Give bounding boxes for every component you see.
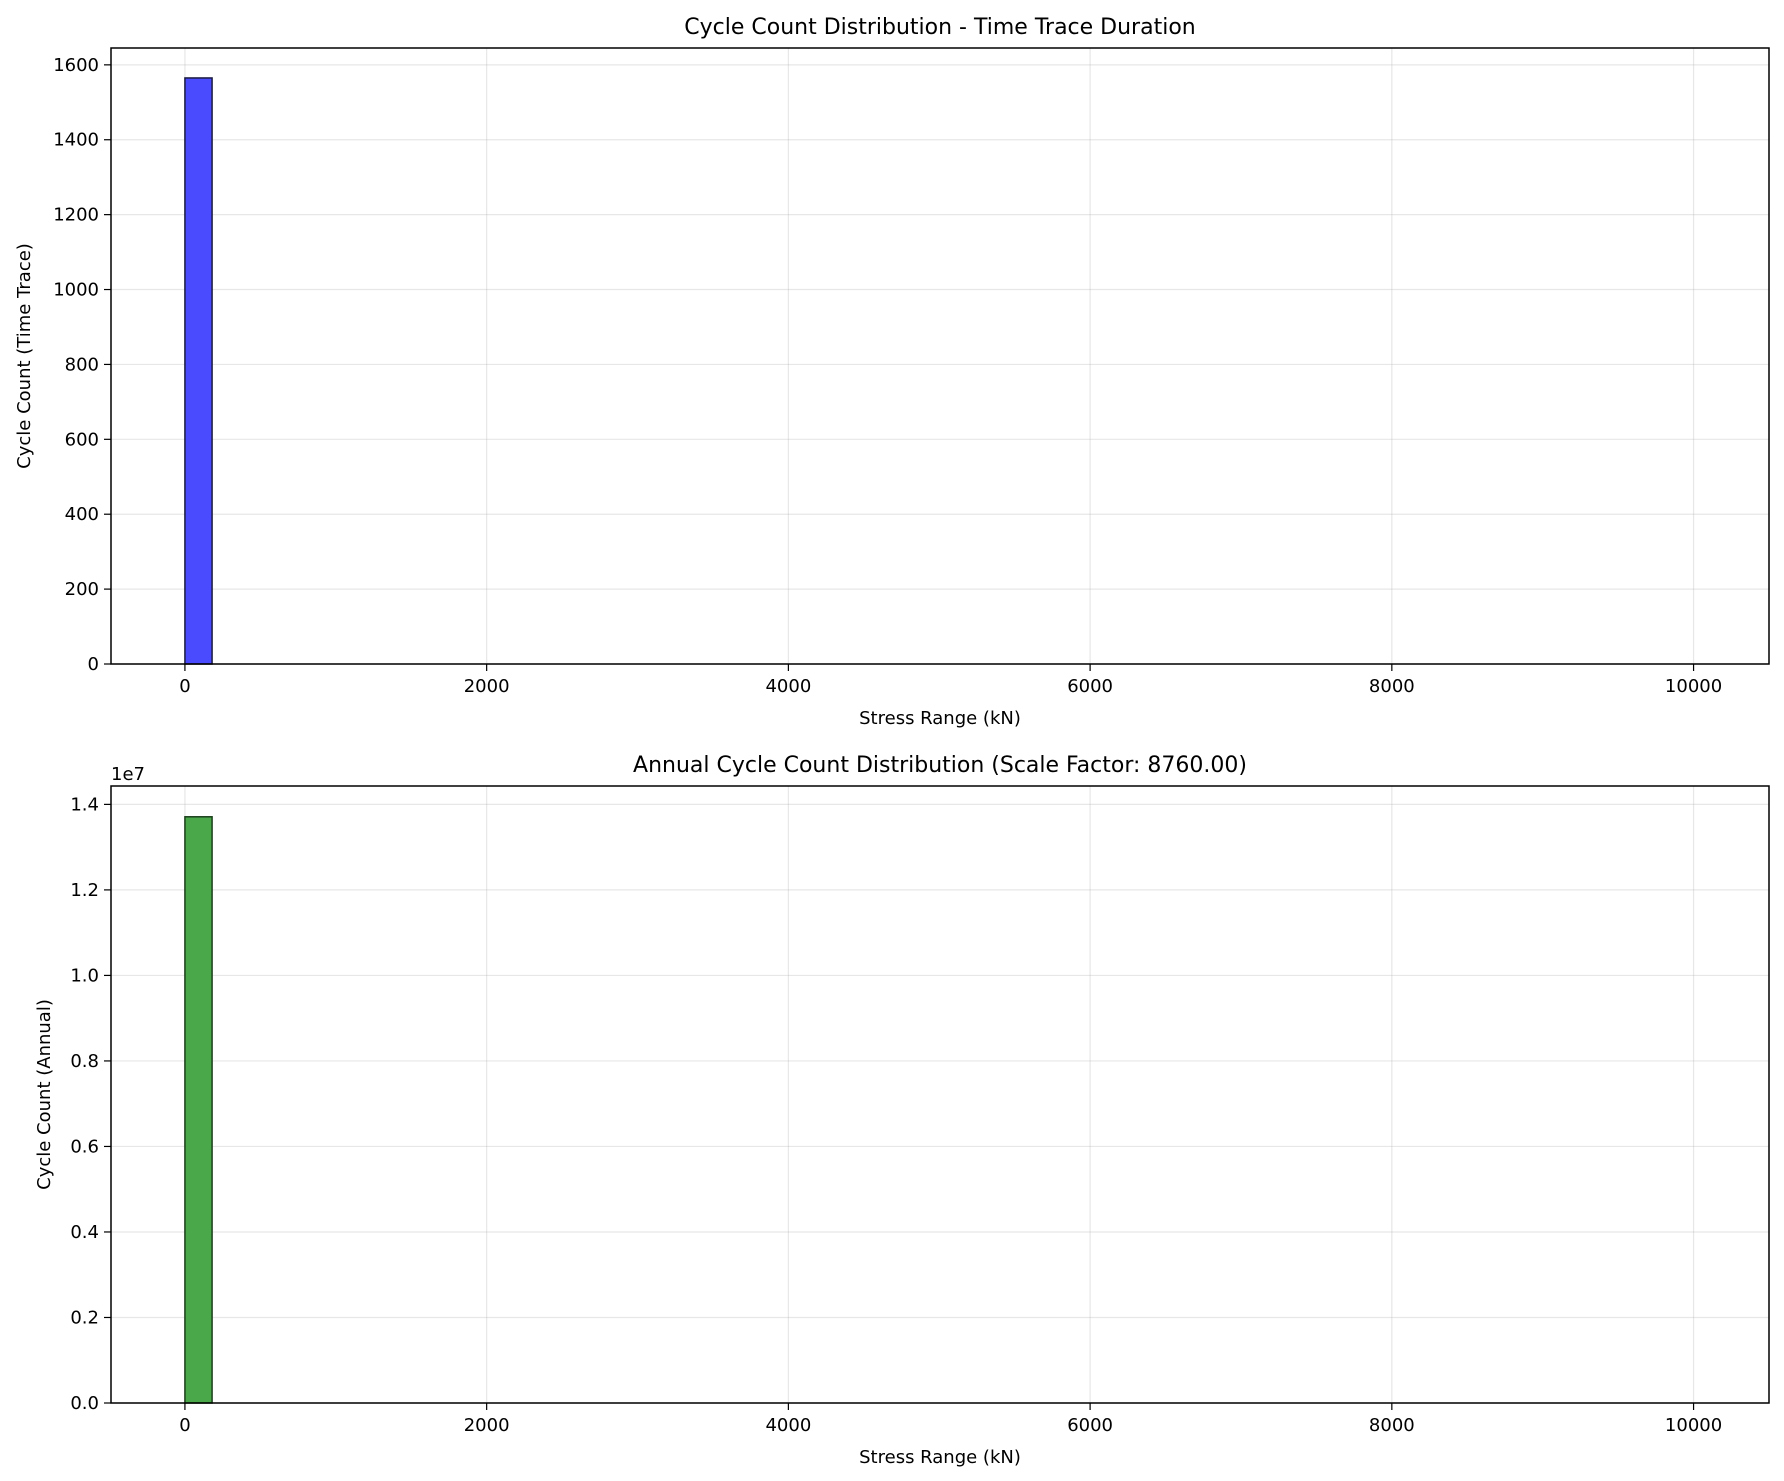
y-tick-label: 1600	[53, 55, 99, 76]
y-tick-label: 0	[88, 654, 99, 675]
x-tick-label: 6000	[1067, 676, 1113, 697]
y-tick-label: 0.2	[70, 1307, 99, 1328]
y-tick-label: 1.2	[70, 880, 99, 901]
y-tick-label: 1.0	[70, 965, 99, 986]
histogram-bar	[184, 816, 213, 1404]
y-tick-label: 1200	[53, 205, 99, 226]
y-tick-label: 1.4	[70, 794, 99, 815]
x-axis-label: Stress Range (kN)	[859, 708, 1021, 729]
x-tick-label: 8000	[1369, 1415, 1415, 1436]
x-ticks: 0 2000 4000 6000 8000 10000	[179, 664, 1722, 697]
x-tick-label: 10000	[1665, 1415, 1722, 1436]
y-axis-label: Cycle Count (Annual)	[34, 999, 55, 1190]
y-ticks: 0 200 400 600 800 1000 1200 1400 1600	[53, 55, 111, 675]
y-tick-label: 1000	[53, 280, 99, 301]
chart-annual: Annual Cycle Count Distribution (Scale F…	[34, 753, 1770, 1468]
bars	[184, 816, 213, 1404]
y-ticks: 0.0 0.2 0.4 0.6 0.8 1.0 1.2 1.4	[70, 794, 111, 1414]
x-tick-label: 2000	[464, 676, 510, 697]
y-tick-label: 200	[65, 579, 99, 600]
y-tick-label: 0.6	[70, 1136, 99, 1157]
bars	[184, 77, 213, 665]
x-tick-label: 2000	[464, 1415, 510, 1436]
grid	[111, 48, 1769, 665]
histogram-bar	[184, 77, 213, 665]
chart-title: Annual Cycle Count Distribution (Scale F…	[633, 753, 1247, 778]
x-axis-label: Stress Range (kN)	[859, 1447, 1021, 1468]
plot-frame	[110, 47, 1770, 665]
x-tick-label: 10000	[1665, 676, 1722, 697]
y-tick-label: 0.4	[70, 1222, 99, 1243]
plot-frame	[110, 785, 1770, 1404]
x-tick-label: 0	[179, 676, 190, 697]
x-tick-label: 8000	[1369, 676, 1415, 697]
chart-title: Cycle Count Distribution - Time Trace Du…	[684, 15, 1195, 40]
x-tick-label: 4000	[765, 676, 811, 697]
grid	[111, 786, 1769, 1404]
x-tick-label: 4000	[765, 1415, 811, 1436]
y-tick-label: 600	[65, 429, 99, 450]
x-tick-label: 6000	[1067, 1415, 1113, 1436]
chart-time-trace: Cycle Count Distribution - Time Trace Du…	[14, 15, 1770, 729]
y-tick-label: 1400	[53, 130, 99, 151]
y-tick-label: 0.8	[70, 1051, 99, 1072]
y-tick-label: 400	[65, 504, 99, 525]
x-ticks: 0 2000 4000 6000 8000 10000	[179, 1403, 1722, 1436]
y-tick-label: 800	[65, 354, 99, 375]
y-axis-label: Cycle Count (Time Trace)	[14, 243, 35, 469]
x-tick-label: 0	[179, 1415, 190, 1436]
y-tick-label: 0.0	[70, 1393, 99, 1414]
y-offset-text: 1e7	[111, 764, 145, 785]
